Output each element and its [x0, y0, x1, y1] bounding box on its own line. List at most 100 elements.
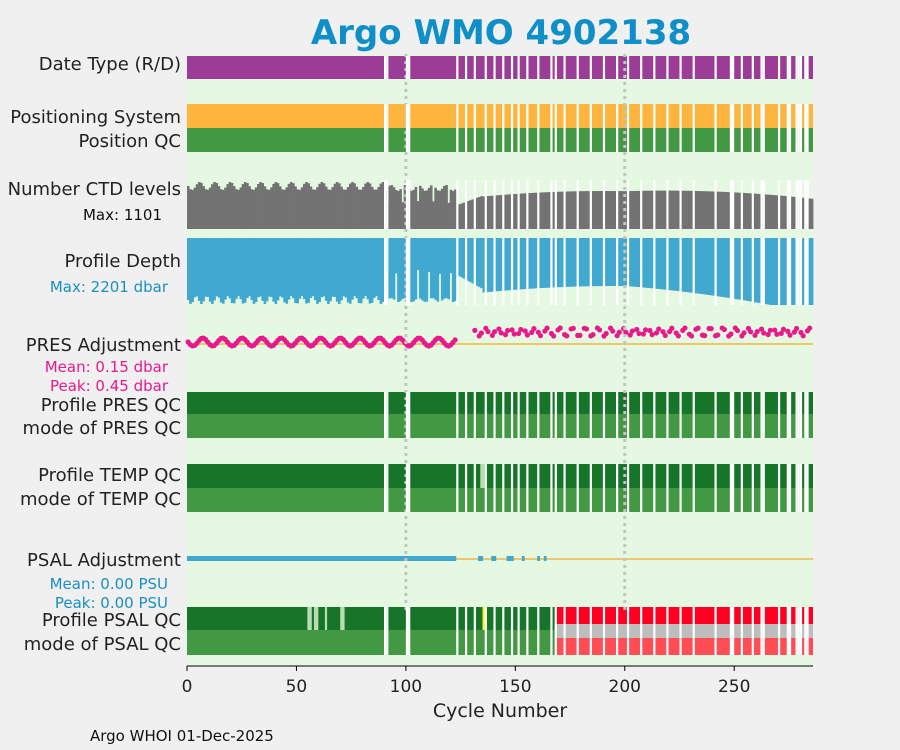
label-pres-mean: Mean: 0.15 dbar: [45, 358, 169, 376]
missing-cycle-gap: [679, 392, 682, 438]
profile-depth-bar: [346, 238, 350, 303]
missing-cycle-gap: [795, 56, 798, 79]
missing-cycle-gap: [554, 238, 557, 305]
missing-cycle-gap: [666, 56, 669, 79]
missing-cycle-gap: [804, 464, 807, 512]
pres-adjustment-point: [610, 328, 616, 334]
missing-cycle-gap: [729, 238, 733, 305]
missing-cycle-gap: [626, 104, 630, 152]
ctd-levels-bar: [313, 189, 317, 229]
missing-cycle-gap: [653, 180, 656, 229]
ctd-levels-bar: [611, 191, 615, 229]
missing-cycle-gap: [653, 56, 656, 79]
missing-cycle-gap: [602, 104, 606, 152]
profile-depth-bar: [771, 238, 775, 305]
x-tick-label: 150: [499, 677, 531, 697]
ctd-levels-bar: [359, 189, 363, 229]
profile-depth-bar: [342, 238, 345, 297]
profile-depth-bar: [335, 238, 339, 302]
missing-cycle-gap: [729, 392, 733, 438]
missing-cycle-gap: [788, 180, 792, 229]
profile-depth-bar: [311, 238, 315, 297]
profile-depth-bar: [195, 238, 199, 297]
profile-depth-bar: [594, 238, 597, 287]
profile-depth-bar: [232, 238, 236, 304]
mode-pres-qc-band: [187, 414, 813, 438]
profile-depth-bar: [749, 238, 753, 302]
profile-depth-bar: [793, 238, 796, 305]
profile-depth-bar: [230, 238, 234, 304]
label-position-qc: Position QC: [78, 131, 181, 152]
pres-adjustment-point: [780, 326, 787, 332]
missing-cycle-gap: [679, 56, 682, 79]
psal-adjustment-point: [543, 556, 547, 561]
pres-adjustment-point: [518, 326, 524, 333]
missing-cycle-gap: [762, 464, 765, 512]
missing-cycle-gap: [666, 104, 669, 152]
profile-depth-bar: [642, 238, 645, 288]
profile-depth-bar: [445, 238, 448, 299]
label-mode-pres-qc: mode of PRES QC: [23, 418, 181, 439]
ctd-levels-bar: [237, 189, 240, 229]
footer-credit: Argo WHOI 01-Dec-2025: [90, 727, 274, 745]
missing-cycle-gap: [760, 238, 763, 305]
profile-depth-bar: [607, 238, 610, 287]
profile-depth-bar: [451, 238, 455, 302]
missing-cycle-gap: [751, 56, 754, 79]
missing-cycle-gaps: [383, 56, 809, 655]
ctd-levels-bar: [410, 190, 413, 229]
profile-pres-qc-band: [187, 392, 813, 414]
missing-cycle-gap: [602, 607, 606, 655]
profile-depth-bar: [802, 238, 805, 305]
profile-depth-bar: [659, 238, 663, 290]
ctd-levels-bar: [355, 186, 359, 229]
ctd-levels-bar: [701, 191, 704, 229]
profile-depth-bar: [200, 238, 203, 304]
row-labels: Date Type (R/D) Positioning System Posit…: [8, 54, 181, 655]
missing-cycle-gap: [602, 180, 606, 229]
pres-adjustment-point: [752, 332, 758, 338]
profile-depth-bar: [202, 238, 205, 302]
profile-depth-bar: [528, 238, 532, 289]
missing-cycle-gap: [383, 56, 387, 79]
ctd-levels-bar: [230, 182, 234, 229]
ctd-levels-bar: [664, 190, 667, 229]
missing-cycle-gap: [517, 104, 520, 152]
missing-cycle-gap: [493, 104, 496, 152]
missing-cycle-gap: [502, 238, 505, 305]
profile-depth-bar: [246, 238, 249, 298]
missing-cycle-gap: [502, 180, 505, 229]
profile-depth-bar: [548, 238, 551, 288]
ctd-levels-bar: [736, 192, 739, 229]
profile-depth-bar: [782, 238, 785, 305]
profile-depth-bar: [696, 238, 700, 294]
missing-cycle-gap: [484, 180, 487, 229]
pres-adjustment-point: [537, 333, 544, 339]
missing-cycle-gap: [589, 104, 592, 152]
ctd-levels-bar: [723, 191, 726, 229]
profile-depth-bar: [303, 238, 306, 300]
ctd-levels-bar: [298, 189, 302, 229]
missing-cycle-gap: [473, 238, 476, 305]
ctd-levels-bar: [506, 194, 510, 229]
ctd-levels-bar: [322, 183, 326, 229]
label-positioning-system: Positioning System: [10, 107, 181, 128]
profile-depth-bar: [359, 238, 363, 304]
ctd-levels-bar: [392, 187, 396, 229]
ctd-levels-bar: [278, 186, 282, 229]
missing-cycle-gap: [777, 56, 781, 79]
missing-cycle-gap: [777, 104, 781, 152]
pres-adjustment-point: [570, 325, 576, 331]
ctd-levels-bar: [340, 186, 343, 229]
profile-depth-bar: [438, 238, 442, 274]
ctd-levels-bar: [327, 189, 330, 229]
profile-psal-qc-bad-band: [554, 607, 813, 624]
missing-cycle-gap: [537, 607, 540, 655]
pres-adjustment-point: [544, 325, 550, 331]
ctd-levels-bar: [208, 187, 212, 229]
profile-depth-bar: [368, 238, 372, 304]
label-ctd-max: Max: 1101: [83, 206, 162, 224]
ctd-levels-bar: [513, 194, 516, 229]
date-type-band: [187, 56, 813, 79]
missing-cycle-gap: [762, 392, 765, 438]
